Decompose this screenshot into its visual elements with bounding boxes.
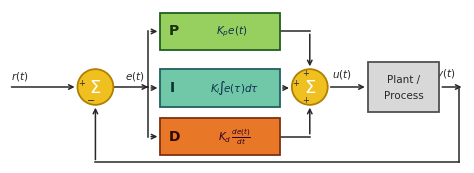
FancyBboxPatch shape (368, 62, 439, 112)
Text: +: + (302, 96, 309, 105)
Text: +: + (302, 69, 309, 78)
Circle shape (292, 69, 328, 105)
Text: D: D (168, 130, 180, 144)
FancyBboxPatch shape (160, 13, 280, 50)
Text: Process: Process (383, 91, 423, 101)
Text: $\Sigma$: $\Sigma$ (89, 79, 101, 97)
Text: −: − (87, 96, 95, 106)
FancyBboxPatch shape (160, 69, 280, 107)
Text: $K_d\,\frac{de(t)}{dt}$: $K_d\,\frac{de(t)}{dt}$ (218, 127, 250, 147)
Text: +: + (292, 79, 299, 88)
Text: $K_p e(t)$: $K_p e(t)$ (216, 24, 248, 39)
Text: $K_i\!\int\! e(\tau)d\tau$: $K_i\!\int\! e(\tau)d\tau$ (210, 79, 258, 97)
Text: Plant /: Plant / (387, 75, 420, 85)
Circle shape (77, 69, 113, 105)
Text: +: + (78, 79, 85, 88)
Text: $u(t)$: $u(t)$ (332, 68, 352, 81)
Text: $\Sigma$: $\Sigma$ (304, 79, 316, 97)
Text: $r(t)$: $r(t)$ (11, 70, 28, 83)
Text: P: P (169, 24, 179, 38)
Text: $e(t)$: $e(t)$ (125, 70, 145, 83)
FancyBboxPatch shape (160, 118, 280, 156)
Text: $y(t)$: $y(t)$ (437, 67, 456, 81)
Text: I: I (170, 81, 175, 95)
